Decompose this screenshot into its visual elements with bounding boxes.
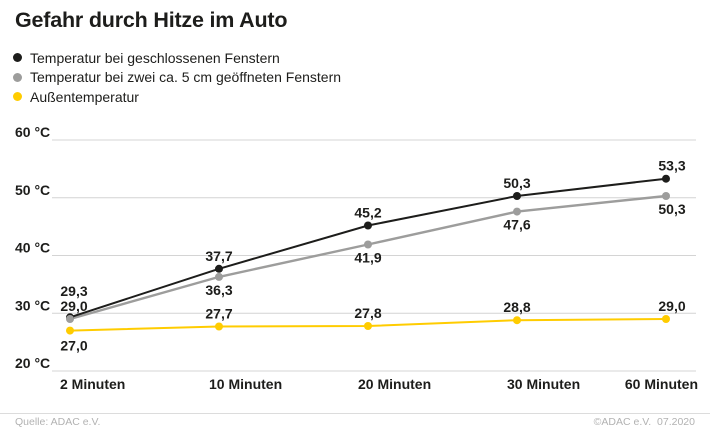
legend-item-outside-temp: Außentemperatur bbox=[13, 87, 341, 107]
data-point bbox=[513, 192, 521, 200]
data-point bbox=[662, 174, 670, 183]
data-point-label: 36,3 bbox=[205, 282, 232, 298]
data-point bbox=[662, 315, 670, 323]
x-axis-tick-label: 30 Minuten bbox=[507, 376, 580, 392]
footer-divider bbox=[0, 413, 710, 414]
legend-item-open-windows: Temperatur bei zwei ca. 5 cm geöffneten … bbox=[13, 68, 341, 88]
data-point-label: 37,7 bbox=[205, 248, 232, 264]
data-point-label: 47,6 bbox=[503, 217, 530, 233]
data-point-label: 27,8 bbox=[354, 305, 381, 321]
data-point bbox=[662, 192, 670, 200]
legend-item-closed-windows: Temperatur bei geschlossenen Fenstern bbox=[13, 48, 341, 68]
data-point-label: 29,0 bbox=[60, 298, 87, 314]
data-point bbox=[364, 240, 372, 249]
data-point bbox=[66, 326, 74, 335]
legend-dot-yellow-icon bbox=[13, 92, 22, 102]
y-axis-tick-label: 50 °C bbox=[15, 182, 50, 198]
legend-label: Temperatur bei geschlossenen Fenstern bbox=[30, 49, 280, 66]
x-axis-tick-label: 10 Minuten bbox=[209, 376, 282, 392]
data-point-label: 27,7 bbox=[205, 306, 232, 322]
data-point-label: 27,0 bbox=[60, 338, 87, 354]
data-point-label: 28,8 bbox=[503, 299, 530, 315]
data-point-label: 29,0 bbox=[658, 298, 685, 314]
data-point bbox=[66, 315, 74, 323]
footer-copyright: ©ADAC e.V. 07.2020 bbox=[593, 416, 695, 428]
y-axis-tick-label: 60 °C bbox=[15, 124, 50, 140]
data-point bbox=[215, 322, 223, 331]
footer-source: Quelle: ADAC e.V. bbox=[15, 416, 101, 428]
data-point bbox=[215, 264, 223, 273]
legend-label: Temperatur bei zwei ca. 5 cm geöffneten … bbox=[30, 69, 342, 86]
data-point-label: 29,3 bbox=[60, 283, 87, 299]
data-point-label: 50,3 bbox=[503, 175, 530, 191]
x-axis-tick-label: 2 Minuten bbox=[60, 376, 125, 392]
x-axis-tick-label: 20 Minuten bbox=[358, 376, 431, 392]
data-point-label: 41,9 bbox=[354, 250, 381, 266]
y-axis-tick-label: 20 °C bbox=[15, 355, 50, 371]
data-point bbox=[364, 322, 372, 330]
data-point-label: 45,2 bbox=[354, 205, 381, 221]
data-point-label: 53,3 bbox=[658, 158, 685, 174]
legend-dot-gray-icon bbox=[13, 72, 22, 82]
y-axis-tick-label: 30 °C bbox=[15, 297, 50, 313]
data-point bbox=[364, 221, 372, 230]
data-point-label: 50,3 bbox=[658, 201, 685, 217]
x-axis-tick-label: 60 Minuten bbox=[625, 376, 698, 392]
chart-legend: Temperatur bei geschlossenen Fenstern Te… bbox=[13, 48, 341, 107]
data-point bbox=[513, 207, 521, 216]
legend-dot-black-icon bbox=[13, 53, 22, 63]
page-title: Gefahr durch Hitze im Auto bbox=[15, 8, 288, 32]
legend-label: Außentemperatur bbox=[30, 88, 139, 105]
data-point bbox=[513, 316, 521, 325]
y-axis-tick-label: 40 °C bbox=[15, 240, 50, 256]
data-point bbox=[215, 272, 223, 281]
